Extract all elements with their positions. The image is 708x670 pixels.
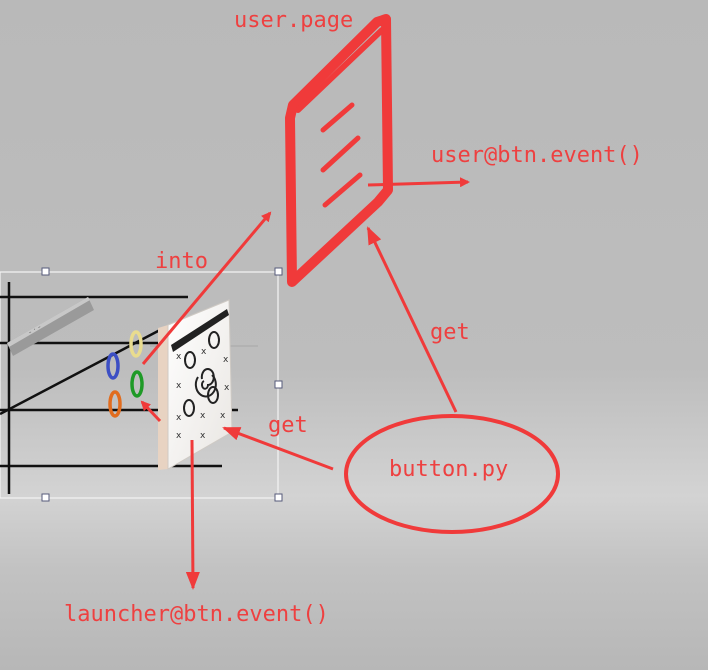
svg-text:x: x <box>176 352 182 362</box>
into-label: into <box>155 249 208 274</box>
button-py-ellipse <box>344 414 560 534</box>
svg-text:x: x <box>176 413 182 423</box>
scene-rings <box>106 330 144 418</box>
button-py-label: button.py <box>389 457 509 482</box>
user-page-label: user.page <box>234 8 354 33</box>
svg-text:x: x <box>220 411 226 421</box>
arrow-to-user-event <box>367 177 470 188</box>
arrow-into <box>141 211 272 365</box>
arrow-card-to-rings <box>140 400 162 423</box>
arrow-get-left <box>222 426 334 471</box>
svg-text:x: x <box>224 383 230 393</box>
resize-handle-right[interactable] <box>274 380 283 389</box>
svg-text:x: x <box>201 347 207 357</box>
get-label-top: get <box>430 320 470 345</box>
resize-handle-top-left[interactable] <box>41 267 50 276</box>
scene-grid-lines <box>0 282 238 494</box>
arrow-get-top <box>366 226 458 413</box>
arrow-to-launcher-event <box>185 439 200 590</box>
resize-handle-top-right[interactable] <box>274 267 283 276</box>
user-event-label: user@btn.event() <box>431 143 643 168</box>
selection-box[interactable] <box>0 267 283 502</box>
scene-grey-bar: - · - <box>7 297 94 356</box>
svg-text:x: x <box>200 411 206 421</box>
resize-handle-bottom-right[interactable] <box>274 493 283 502</box>
user-page-document-icon <box>285 14 393 287</box>
launcher-event-label: launcher@btn.event() <box>64 602 329 627</box>
resize-handle-bottom-left[interactable] <box>41 493 50 502</box>
get-label-left: get <box>268 413 308 438</box>
svg-text:x: x <box>176 381 182 391</box>
svg-text:x: x <box>176 431 182 441</box>
svg-text:x: x <box>200 431 206 441</box>
svg-text:x: x <box>223 355 229 365</box>
